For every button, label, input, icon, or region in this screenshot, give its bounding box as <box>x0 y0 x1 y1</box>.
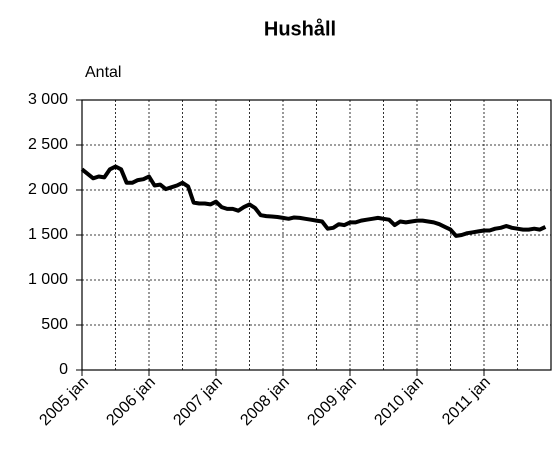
y-tick-label: 2 500 <box>28 136 68 153</box>
x-tick-label: 2007 jan <box>170 374 225 429</box>
x-tick-label: 2006 jan <box>103 374 158 429</box>
plot-border <box>81 99 552 371</box>
x-tick-label: 2011 jan <box>439 374 494 429</box>
y-tick-label: 0 <box>59 361 68 378</box>
x-tick-label: 2008 jan <box>237 374 292 429</box>
chart-title: Hushåll <box>264 17 336 40</box>
x-tick-label: 2010 jan <box>371 374 426 429</box>
x-tick-label: 2005 jan <box>36 374 91 429</box>
y-tick-label: 3 000 <box>28 91 68 108</box>
x-tick-label: 2009 jan <box>304 374 359 429</box>
y-axis-label: Antal <box>85 64 121 81</box>
data-line <box>80 164 547 238</box>
y-tick-label: 1 000 <box>28 271 68 288</box>
y-tick-label: 2 000 <box>28 181 68 198</box>
y-tick-label: 1 500 <box>28 226 68 243</box>
y-tick-label: 500 <box>41 316 68 333</box>
